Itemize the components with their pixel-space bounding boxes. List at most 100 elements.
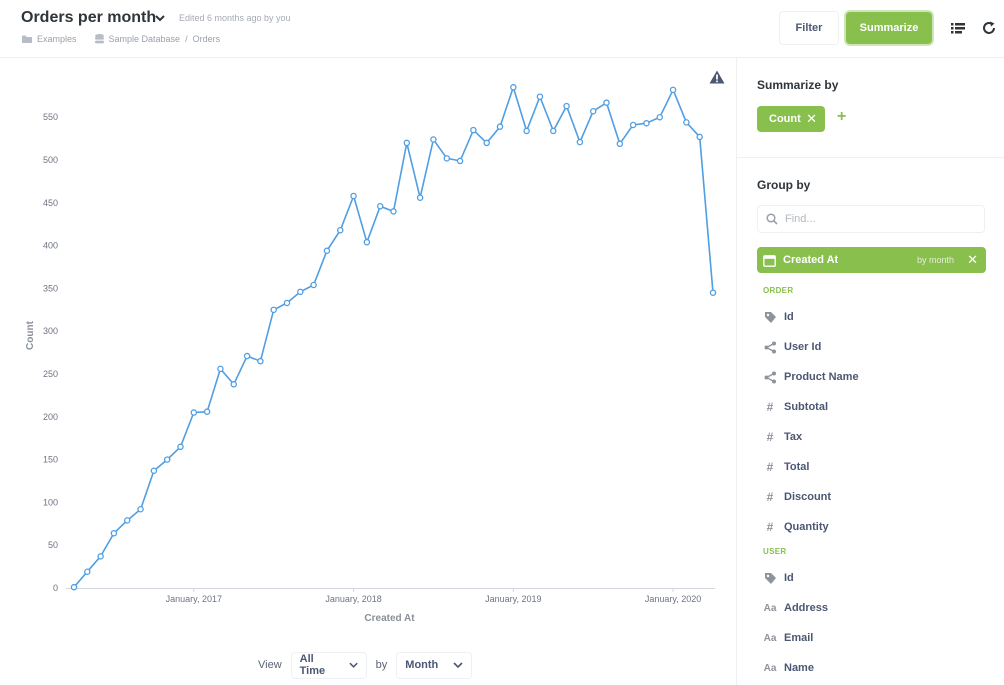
data-point[interactable] (456, 157, 464, 165)
y-axis-title: Count (25, 320, 36, 350)
data-point[interactable] (217, 365, 224, 373)
data-point[interactable] (696, 133, 703, 141)
metric-label: Count (769, 113, 801, 125)
time-range-select[interactable]: All Time (290, 651, 367, 679)
field-item[interactable]: Id (763, 308, 794, 326)
data-point[interactable] (550, 127, 557, 135)
data-point[interactable] (483, 139, 490, 147)
number-icon: # (766, 400, 774, 414)
group-created-at[interactable]: Created At by month ✕ (757, 247, 986, 273)
data-point[interactable] (443, 155, 450, 162)
data-point[interactable] (390, 208, 397, 215)
data-point[interactable] (616, 140, 624, 148)
field-item[interactable]: Aa Name (763, 659, 814, 677)
data-point[interactable] (589, 107, 597, 115)
field-item[interactable]: # Tax (763, 428, 802, 446)
data-point[interactable] (683, 119, 690, 126)
find-input[interactable] (785, 213, 965, 225)
field-item[interactable]: Product Name (763, 368, 859, 386)
data-point[interactable] (629, 121, 637, 129)
data-point[interactable] (150, 467, 158, 474)
field-item[interactable]: # Total (763, 458, 810, 476)
data-point[interactable] (470, 126, 477, 134)
data-point[interactable] (137, 506, 144, 513)
edited-status[interactable]: Edited 6 months ago by you (179, 13, 291, 23)
data-point[interactable] (97, 553, 104, 560)
filter-button[interactable]: Filter (779, 11, 839, 45)
data-point[interactable] (563, 102, 570, 110)
data-point[interactable] (536, 93, 544, 100)
field-item[interactable]: # Discount (763, 488, 831, 506)
breadcrumb-separator: / (185, 34, 188, 44)
data-point[interactable] (270, 306, 277, 314)
breadcrumb-label: Examples (37, 34, 77, 44)
data-point[interactable] (310, 281, 317, 289)
refresh-icon[interactable] (981, 20, 997, 36)
data-point[interactable] (230, 381, 237, 388)
data-point[interactable] (257, 357, 264, 365)
y-tick-label: 100 (43, 497, 58, 507)
data-point[interactable] (283, 299, 291, 307)
data-point[interactable] (603, 99, 610, 106)
data-point[interactable] (243, 352, 251, 360)
data-point[interactable] (376, 203, 384, 210)
data-point[interactable] (523, 127, 530, 135)
x-tick-label: January, 2020 (645, 594, 701, 604)
summarize-sidebar: Summarize by Count ✕ + Group by Created … (736, 58, 1004, 685)
data-point[interactable] (510, 84, 517, 91)
list-icon[interactable] (950, 20, 966, 36)
field-item[interactable]: # Quantity (763, 518, 829, 536)
metric-count-chip[interactable]: Count ✕ (757, 106, 825, 132)
field-item[interactable]: # Subtotal (763, 398, 828, 416)
data-point[interactable] (430, 136, 437, 143)
breadcrumb-collection[interactable]: Examples (22, 34, 77, 44)
data-point[interactable] (163, 456, 171, 463)
data-point[interactable] (403, 139, 411, 147)
breadcrumb-label: Sample Database (108, 34, 181, 44)
y-tick-label: 250 (43, 369, 58, 379)
data-point[interactable] (643, 119, 650, 127)
data-point[interactable] (70, 583, 78, 591)
field-item[interactable]: User Id (763, 338, 821, 356)
data-point[interactable] (323, 247, 331, 255)
data-point[interactable] (203, 408, 211, 415)
field-label: Subtotal (784, 401, 828, 413)
field-item[interactable]: Id (763, 569, 794, 587)
summarize-button[interactable]: Summarize (846, 12, 932, 44)
field-item[interactable]: Aa Email (763, 629, 814, 647)
data-point[interactable] (656, 113, 664, 121)
close-icon[interactable]: ✕ (806, 111, 817, 126)
data-point[interactable] (190, 409, 198, 416)
folder-icon (22, 35, 32, 43)
data-point[interactable] (297, 288, 304, 296)
breadcrumb-table[interactable]: Orders (193, 34, 221, 44)
add-metric-button[interactable]: + (837, 108, 847, 125)
data-point[interactable] (363, 238, 371, 246)
data-point[interactable] (416, 194, 424, 201)
question-title[interactable]: Orders per month (21, 9, 157, 26)
line-chart[interactable]: 0 50 100 150 200 250 300 350 400 450 500 550 Januar… (0, 59, 736, 644)
find-field[interactable] (757, 205, 985, 233)
bucket-label[interactable]: by month (916, 255, 954, 265)
data-point[interactable] (669, 86, 677, 94)
calendar-icon (763, 254, 776, 267)
data-point[interactable] (350, 192, 357, 200)
data-point[interactable] (110, 529, 118, 537)
granularity-select[interactable]: Month (396, 651, 473, 679)
data-point[interactable] (124, 517, 131, 524)
data-point[interactable] (576, 138, 584, 146)
group-by-heading: Group by (757, 178, 811, 192)
chevron-down-icon[interactable] (154, 12, 166, 24)
field-item[interactable]: Aa Address (763, 599, 828, 617)
close-icon[interactable]: ✕ (967, 252, 978, 267)
time-granularity-footer: View All Time by Month (258, 651, 473, 679)
time-range-value: All Time (299, 653, 326, 677)
data-point[interactable] (336, 226, 344, 234)
data-point[interactable] (177, 443, 184, 451)
data-point[interactable] (496, 123, 504, 130)
field-label: Product Name (784, 371, 859, 383)
breadcrumb-database[interactable]: Sample Database (94, 34, 181, 44)
warning-icon[interactable] (709, 70, 725, 84)
data-point[interactable] (709, 289, 717, 296)
data-point[interactable] (84, 568, 91, 575)
